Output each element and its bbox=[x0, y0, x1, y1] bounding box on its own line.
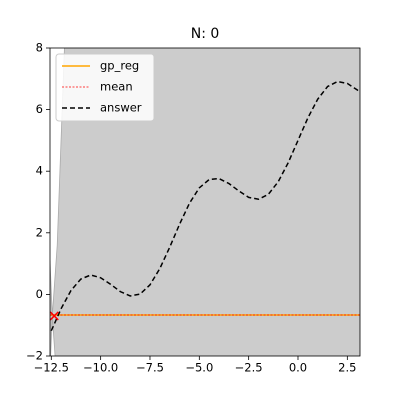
y-tick-label: 0 bbox=[36, 287, 43, 301]
x-tick-label: 2.5 bbox=[338, 361, 356, 375]
y-tick-label: 8 bbox=[36, 41, 43, 55]
legend-label: gp_reg bbox=[100, 59, 139, 73]
legend-box bbox=[55, 53, 155, 122]
legend-label: mean bbox=[100, 80, 133, 94]
x-tick-label: −10.0 bbox=[83, 361, 118, 375]
legend-label: answer bbox=[100, 101, 142, 115]
chart-title: N: 0 bbox=[191, 26, 220, 42]
series-line bbox=[50, 80, 360, 332]
x-tick-label: −7.5 bbox=[136, 361, 164, 375]
sample-point bbox=[49, 311, 59, 321]
plot-area bbox=[50, 48, 360, 356]
x-tick-label: 0.0 bbox=[289, 361, 307, 375]
x-tick-label: −2.5 bbox=[235, 361, 263, 375]
confidence-band bbox=[50, 48, 360, 356]
y-tick-label: 4 bbox=[36, 164, 43, 178]
x-tick-label: −12.5 bbox=[34, 361, 69, 375]
x-tick-label: −5.0 bbox=[185, 361, 213, 375]
y-tick-label: −2 bbox=[26, 349, 43, 363]
plot-frame bbox=[49, 47, 361, 357]
y-tick-label: 2 bbox=[36, 225, 43, 239]
y-tick-label: 6 bbox=[36, 102, 43, 116]
